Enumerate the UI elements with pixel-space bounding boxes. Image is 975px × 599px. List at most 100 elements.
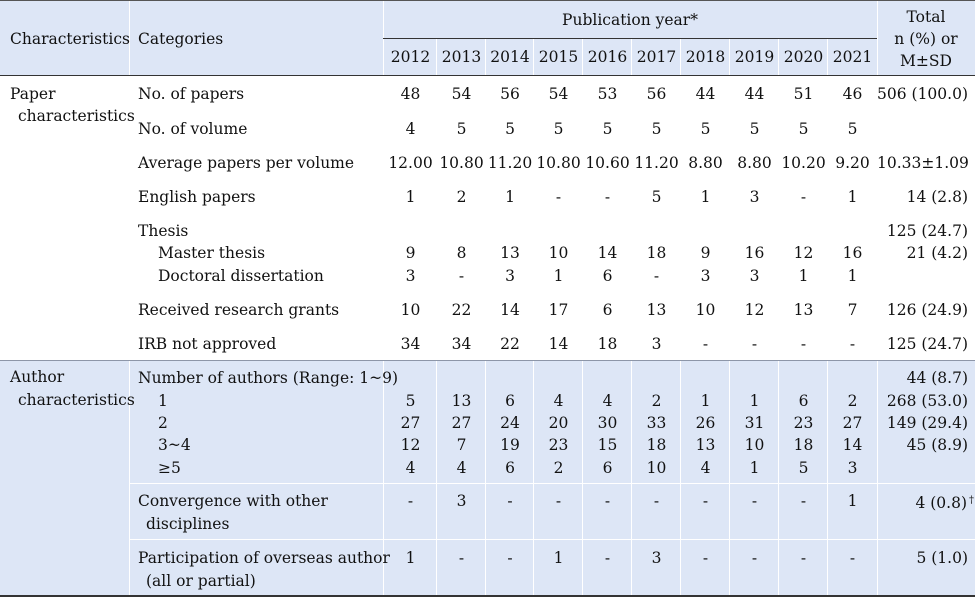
section-divider (0, 360, 975, 361)
total-cell: 125 (24.7) (877, 220, 968, 242)
year-value-cell: 17 (548, 301, 569, 319)
year-value-cell: 10 (695, 301, 716, 319)
year-value-cell: 14 (597, 244, 618, 262)
year-value-cell: - (849, 335, 856, 353)
year-value-cell: 27 (400, 414, 421, 432)
total-value: 44 (8.7) (906, 369, 968, 387)
year-value-cell: - (555, 492, 562, 510)
year-value-cell: 54 (451, 85, 472, 103)
group-author-line1: Author (10, 368, 65, 386)
row-label: IRB not approved (138, 335, 277, 353)
year-value-cell: 5 (602, 120, 613, 138)
year-value-cell: 14 (548, 335, 569, 353)
dagger-footnote-mark: † (969, 495, 974, 506)
year-value-cell: 13 (695, 436, 716, 454)
year-column-divider (631, 39, 632, 596)
year-value-cell: 6 (602, 301, 613, 319)
year-value-cell: - (800, 335, 807, 353)
year-value-cell: 31 (744, 414, 765, 432)
year-value-cell: 56 (500, 85, 520, 103)
year-value-cell: 11.20 (634, 154, 679, 172)
year-value-cell: - (702, 492, 709, 510)
year-value-cell: 13 (500, 244, 520, 262)
total-cell: 149 (29.4) (877, 412, 968, 434)
year-column-divider (680, 39, 681, 596)
year-value-cell: 10.60 (585, 154, 630, 172)
column-divider (383, 1, 384, 596)
year-value-cell: 1 (505, 188, 515, 206)
year-column-divider (436, 39, 437, 596)
year-value-cell: 10.20 (781, 154, 826, 172)
year-value-cell: 4 (700, 459, 711, 477)
total-cell: 21 (4.2) (877, 242, 968, 264)
year-value-cell: 5 (700, 120, 711, 138)
total-value: 4 (0.8) (915, 494, 967, 512)
year-value-cell: 1 (749, 392, 760, 410)
year-value-cell: 44 (744, 85, 765, 103)
row-label: ≥5 (158, 459, 181, 477)
year-value-cell: - (849, 549, 856, 567)
year-value-cell: 53 (597, 85, 618, 103)
group-paper-line2: characteristics (18, 107, 135, 125)
year-value-cell: 10 (400, 301, 421, 319)
header-categories: Categories (138, 30, 224, 48)
year-value-cell: 1 (553, 549, 564, 567)
total-cell: 5 (1.0) (877, 547, 968, 569)
year-value-cell: 27 (842, 414, 863, 432)
year-value-cell: - (751, 335, 758, 353)
year-value-cell: 34 (451, 335, 472, 353)
year-value-cell: - (507, 549, 513, 567)
header-year: 2021 (832, 48, 873, 66)
year-value-cell: 15 (597, 436, 618, 454)
header-total: Total (906, 8, 946, 26)
year-value-cell: 22 (500, 335, 520, 353)
year-value-cell: - (604, 188, 611, 206)
header-total-n: n (%) or (894, 30, 958, 48)
year-value-cell: 5 (553, 120, 564, 138)
year-value-cell: 23 (548, 436, 569, 454)
year-header-rule (383, 38, 877, 39)
header-year: 2016 (587, 48, 628, 66)
author-section-background (0, 360, 975, 596)
total-value: 125 (24.7) (886, 335, 968, 353)
year-value-cell: 2 (553, 459, 564, 477)
year-value-cell: 13 (451, 392, 472, 410)
year-value-cell: 6 (602, 267, 613, 285)
row-label: Thesis (138, 222, 189, 240)
year-value-cell: 10.80 (439, 154, 484, 172)
year-value-cell: 1 (553, 267, 564, 285)
year-value-cell: 14 (842, 436, 863, 454)
year-value-cell: 56 (646, 85, 667, 103)
year-value-cell: 27 (451, 414, 472, 432)
year-value-cell: 4 (602, 392, 613, 410)
row-label-continued: (all or partial) (146, 572, 256, 590)
year-value-cell: 54 (548, 85, 569, 103)
year-value-cell: 12 (744, 301, 765, 319)
year-value-cell: 22 (451, 301, 472, 319)
header-total-msd: M±SD (900, 52, 952, 70)
header-year: 2013 (441, 48, 482, 66)
column-divider (877, 1, 878, 596)
year-value-cell: 16 (744, 244, 765, 262)
year-value-cell: 18 (793, 436, 814, 454)
row-label: Number of authors (Range: 1~9) (138, 369, 399, 387)
year-value-cell: 23 (793, 414, 814, 432)
year-value-cell: 5 (505, 120, 515, 138)
total-value: 45 (8.9) (906, 436, 968, 454)
year-value-cell: 12.00 (388, 154, 433, 172)
year-value-cell: 1 (749, 459, 760, 477)
year-value-cell: 1 (798, 267, 809, 285)
year-value-cell: 3 (749, 188, 760, 206)
year-value-cell: 5 (798, 120, 809, 138)
year-value-cell: 20 (548, 414, 569, 432)
year-value-cell: 13 (793, 301, 814, 319)
year-value-cell: 5 (651, 188, 662, 206)
total-cell: 126 (24.9) (877, 299, 968, 321)
header-year: 2012 (390, 48, 431, 66)
year-value-cell: 16 (842, 244, 863, 262)
year-value-cell: 26 (695, 414, 716, 432)
year-value-cell: 6 (505, 392, 515, 410)
row-label: Participation of overseas author (138, 549, 390, 567)
total-cell: 45 (8.9) (877, 434, 968, 456)
bottom-rule (0, 595, 975, 597)
